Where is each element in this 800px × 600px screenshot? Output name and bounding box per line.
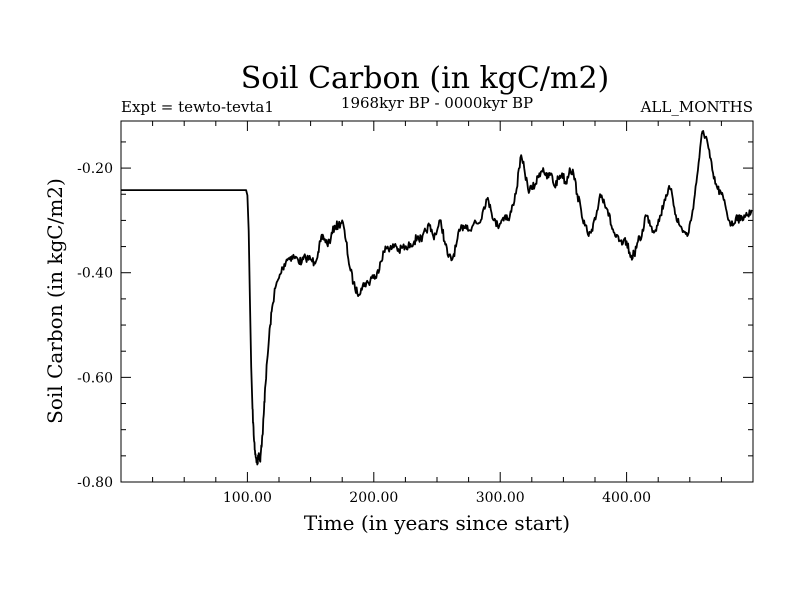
- y-tick-label: -0.60: [77, 370, 113, 386]
- soil-carbon-line: [121, 130, 753, 466]
- x-tick-label: 400.00: [602, 490, 651, 506]
- y-tick-label: -0.40: [77, 266, 113, 282]
- y-tick-label: -0.20: [77, 161, 113, 177]
- y-axis-label: Soil Carbon (in kgC/m2): [43, 178, 67, 424]
- axis-ticks: [121, 121, 753, 483]
- months-label: ALL_MONTHS: [640, 98, 753, 116]
- experiment-label: Expt = tewto-tevta1: [121, 98, 274, 116]
- x-tick-label: 100.00: [223, 490, 272, 506]
- x-tick-label: 200.00: [349, 490, 398, 506]
- x-axis-label: Time (in years since start): [304, 511, 570, 535]
- axis-tick-labels: 100.00 200.00 300.00 400.00 -0.80 -0.60 -0.40 -…: [77, 161, 651, 506]
- x-tick-label: 300.00: [476, 490, 525, 506]
- chart-title: Soil Carbon (in kgC/m2): [241, 61, 609, 96]
- y-tick-label: -0.80: [77, 475, 113, 491]
- chart-subtitle: 1968kyr BP - 0000kyr BP: [341, 94, 533, 112]
